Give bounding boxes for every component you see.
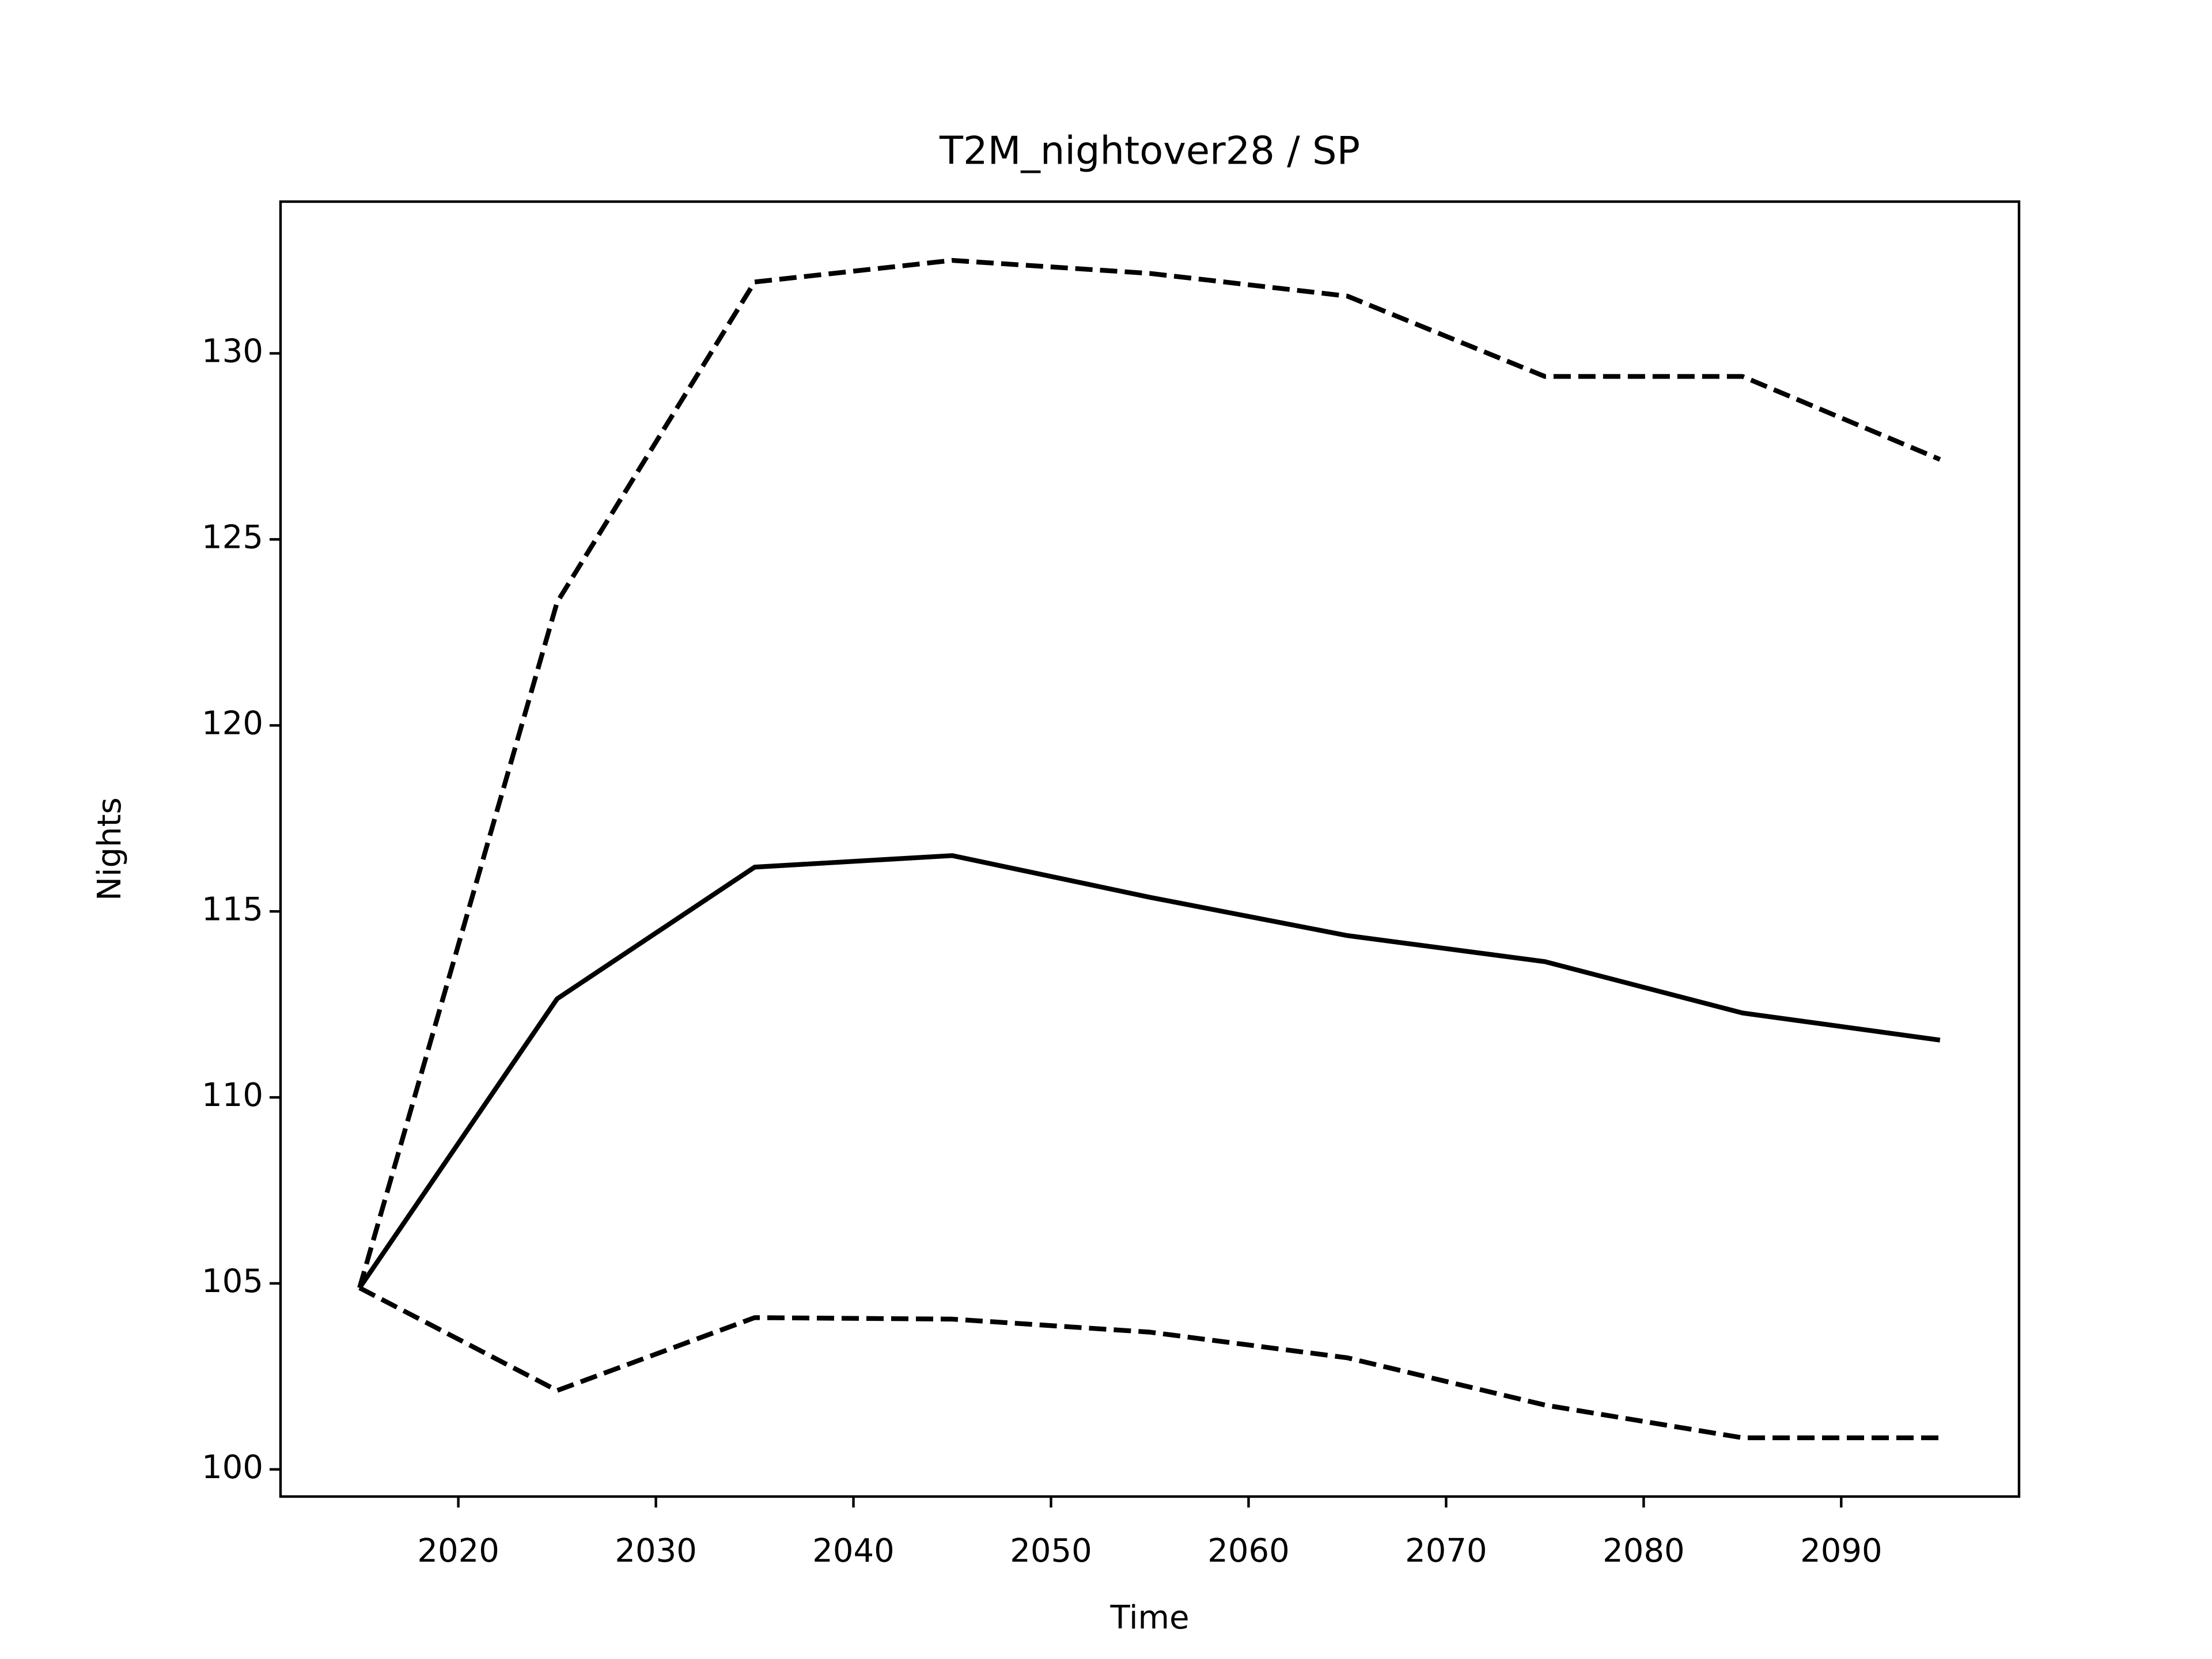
x-tick-label: 2060 [1207,1532,1290,1570]
line-series [357,853,1941,1290]
y-tick-label: 125 [202,519,263,556]
x-tick-label: 2070 [1405,1532,1487,1570]
x-tick-label: 2090 [1800,1532,1883,1570]
x-tick-label: 2050 [1010,1532,1092,1570]
plot-frame [279,200,2021,1498]
y-axis-label: Nights [91,797,128,901]
x-axis-label: Time [1109,1599,1189,1637]
x-tick-label: 2030 [615,1532,697,1570]
line-series [358,1286,1940,1441]
y-tick-label: 130 [202,333,263,370]
y-tick-label: 120 [202,704,263,742]
y-tick-label: 110 [202,1077,263,1114]
x-tick-label: 2020 [417,1532,499,1570]
y-tick-label: 115 [202,891,263,928]
x-tick-label: 2040 [812,1532,895,1570]
chart-title: T2M_nightover28 / SP [939,128,1360,173]
y-tick-label: 105 [202,1263,263,1300]
line-series [357,257,1941,1289]
x-tick-label: 2080 [1603,1532,1685,1570]
y-tick-label: 100 [202,1449,263,1486]
